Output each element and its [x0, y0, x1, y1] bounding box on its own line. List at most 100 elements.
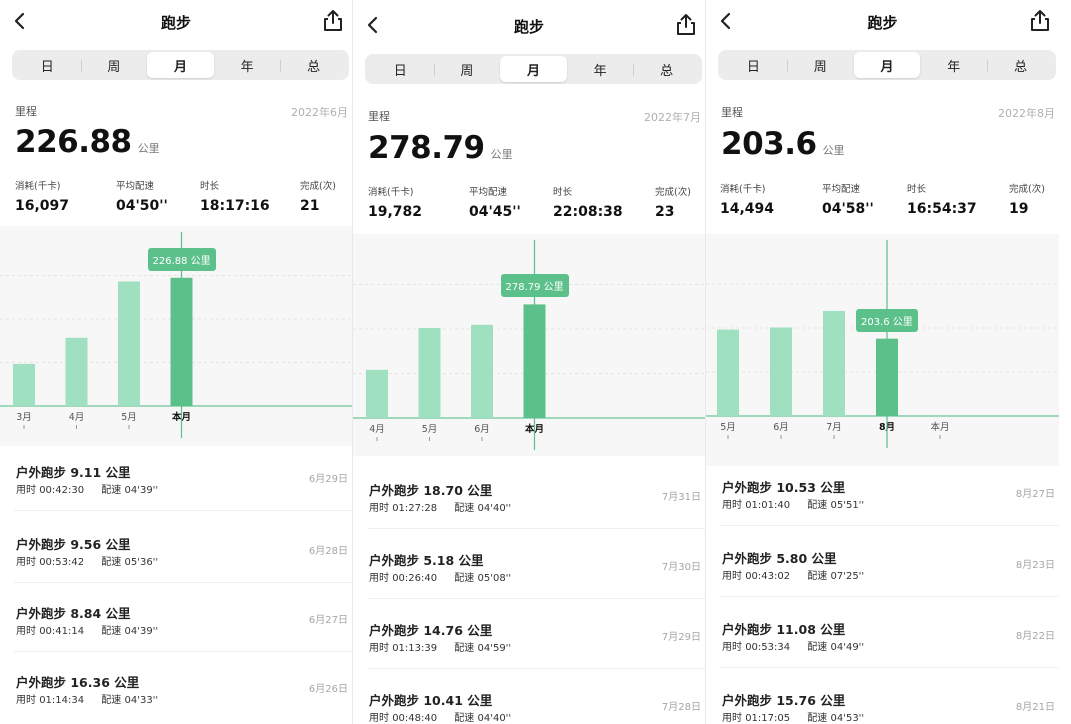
record-date: 6月28日 [308, 546, 348, 557]
tab-total[interactable]: 总 [987, 52, 1054, 78]
screen-august: 跑步 日 周 月 年 总 里程 2022年8月 203.6 公里 消耗(千卡) … [706, 0, 1059, 724]
record-pace: 05'36'' [124, 557, 159, 568]
list-item[interactable]: 户外跑步 10.53 公里 用时 01:01:40 配速 05'51'' 8月2… [706, 477, 1059, 545]
back-arrow-icon[interactable] [714, 10, 738, 34]
tab-year[interactable]: 年 [240, 59, 254, 75]
record-pace-label: 配速 [807, 500, 828, 511]
stat-label: 时长 [200, 181, 220, 192]
chart-bar[interactable] [65, 337, 88, 406]
period-tabs: 日 周 月 年 总 [718, 50, 1056, 80]
tab-year[interactable]: 年 [593, 63, 607, 79]
chart-tick-label: 3月 [16, 412, 32, 423]
share-icon[interactable] [1027, 8, 1053, 34]
list-item[interactable]: 户外跑步 5.80 公里 用时 00:43:02 配速 07'25'' 8月23… [706, 548, 1059, 616]
record-pace: 05'08'' [477, 573, 512, 584]
monthly-distance-chart[interactable]: 5月 6月 7月 8月 本月 203.6 公里 [706, 234, 1059, 466]
share-icon[interactable] [320, 8, 346, 34]
record-time: 00:42:30 [39, 485, 85, 496]
divider [367, 668, 705, 669]
record-pace: 05'51'' [830, 500, 865, 511]
distance-summary: 226.88 公里 [15, 124, 160, 160]
record-date: 6月26日 [308, 684, 348, 695]
stat-label: 平均配速 [469, 187, 508, 198]
stat-calories: 消耗(千卡) 19,782 [368, 184, 422, 220]
stat-label: 完成(次) [1009, 184, 1045, 195]
list-item[interactable]: 户外跑步 15.76 公里 用时 01:17:05 配速 04'53'' 8月2… [706, 690, 1059, 724]
stat-label: 完成(次) [300, 181, 336, 192]
record-pace: 04'33'' [124, 695, 159, 706]
divider [367, 528, 705, 529]
screen-divider [705, 0, 706, 724]
record-title: 户外跑步 11.08 公里 [722, 622, 846, 637]
chart-bar[interactable] [366, 369, 388, 418]
list-item[interactable]: 户外跑步 18.70 公里 用时 01:27:28 配速 04'40'' 7月3… [353, 480, 705, 548]
divider [14, 651, 352, 652]
stat-value: 21 [300, 198, 320, 214]
stat-label: 平均配速 [116, 181, 155, 192]
tab-month[interactable]: 月 [147, 52, 214, 78]
list-item[interactable]: 户外跑步 11.08 公里 用时 00:53:34 配速 04'49'' 8月2… [706, 619, 1059, 687]
list-item[interactable]: 户外跑步 9.56 公里 用时 00:53:42 配速 05'36'' 6月28… [0, 534, 352, 602]
list-item[interactable]: 户外跑步 10.41 公里 用时 00:48:40 配速 04'40'' 7月2… [353, 690, 705, 724]
stats-row: 消耗(千卡) 14,494 平均配速 04'58'' 时长 16:54:37 完… [706, 181, 1059, 221]
stat-calories: 消耗(千卡) 16,097 [15, 178, 69, 214]
stat-value: 14,494 [720, 201, 775, 217]
back-arrow-icon[interactable] [8, 10, 32, 34]
chart-bar[interactable] [770, 327, 792, 416]
monthly-distance-chart[interactable]: 3月 4月 5月 本月 226.88 公里 [0, 226, 352, 446]
chart-bar[interactable] [118, 281, 140, 406]
tab-year[interactable]: 年 [947, 59, 961, 75]
record-time-label: 用时 [16, 695, 36, 706]
record-details: 用时 00:53:42 配速 05'36'' [16, 553, 158, 568]
back-arrow-icon[interactable] [361, 14, 385, 38]
record-time-label: 用时 [722, 642, 742, 653]
record-title: 户外跑步 8.84 公里 [16, 606, 131, 621]
list-item[interactable]: 户外跑步 14.76 公里 用时 01:13:39 配速 04'59'' 7月2… [353, 620, 705, 688]
distance-label: 里程 [368, 110, 390, 123]
tab-week[interactable]: 周 [786, 52, 854, 78]
chart-bar[interactable] [471, 324, 493, 418]
distance-label: 里程 [721, 106, 743, 119]
tab-day[interactable]: 日 [393, 63, 407, 79]
stat-calories: 消耗(千卡) 14,494 [720, 181, 774, 217]
tab-total[interactable]: 总 [280, 52, 347, 78]
record-date: 7月28日 [661, 702, 701, 713]
monthly-distance-chart[interactable]: 4月 5月 6月 本月 278.79 公里 [353, 234, 705, 456]
record-pace: 04'59'' [477, 643, 512, 654]
period-tabs: 日 周 月 年 总 [365, 54, 702, 84]
chart-bar[interactable] [717, 329, 739, 416]
list-item[interactable]: 户外跑步 16.36 公里 用时 01:14:34 配速 04'33'' 6月2… [0, 672, 352, 724]
chart-tick-label: 4月 [69, 412, 85, 423]
tab-week[interactable]: 周 [80, 52, 148, 78]
stat-count: 完成(次) 21 [300, 178, 336, 214]
tab-month[interactable]: 月 [500, 56, 567, 82]
stat-pace: 平均配速 04'45'' [469, 184, 521, 220]
chart-bar[interactable] [13, 363, 35, 406]
chart-tick-label: 5月 [422, 424, 438, 435]
stat-value: 04'50'' [116, 198, 168, 214]
stat-label: 消耗(千卡) [368, 187, 414, 198]
list-item[interactable]: 户外跑步 9.11 公里 用时 00:42:30 配速 04'39'' 6月29… [0, 462, 352, 530]
month-label: 2022年6月 [291, 106, 348, 119]
stat-value: 19,782 [368, 204, 423, 220]
tab-total[interactable]: 总 [633, 56, 700, 82]
record-pace: 04'53'' [830, 713, 865, 724]
record-pace-label: 配速 [101, 695, 122, 706]
list-item[interactable]: 户外跑步 8.84 公里 用时 00:41:14 配速 04'39'' 6月27… [0, 603, 352, 671]
stat-label: 完成(次) [655, 187, 691, 198]
record-details: 用时 01:13:39 配速 04'59'' [369, 639, 511, 654]
tab-week[interactable]: 周 [433, 56, 501, 82]
tab-day[interactable]: 日 [746, 59, 760, 75]
tab-month[interactable]: 月 [853, 52, 921, 78]
stat-value: 04'58'' [822, 201, 874, 217]
record-details: 用时 01:17:05 配速 04'53'' [722, 709, 864, 724]
record-title: 户外跑步 10.41 公里 [369, 693, 493, 708]
list-item[interactable]: 户外跑步 5.18 公里 用时 00:26:40 配速 05'08'' 7月30… [353, 550, 705, 618]
chart-bar[interactable] [418, 327, 441, 418]
record-details: 用时 00:41:14 配速 04'39'' [16, 622, 158, 637]
tab-day[interactable]: 日 [40, 59, 54, 75]
share-icon[interactable] [673, 12, 699, 38]
stats-row: 消耗(千卡) 16,097 平均配速 04'50'' 时长 18:17:16 完… [0, 178, 352, 218]
record-details: 用时 01:27:28 配速 04'40'' [369, 499, 511, 514]
chart-bar[interactable] [823, 310, 845, 416]
